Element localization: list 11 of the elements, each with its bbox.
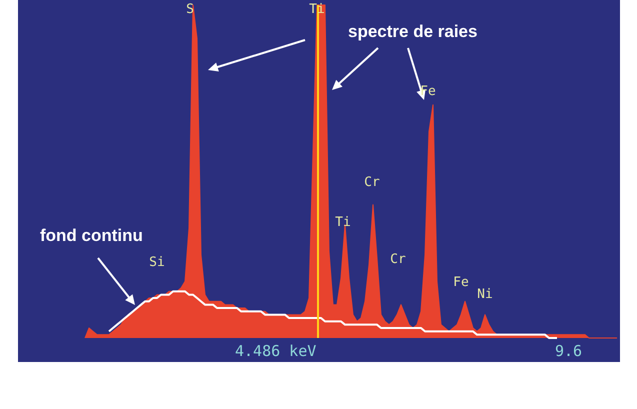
annotation: Cr <box>364 175 380 190</box>
annotation: Ni <box>477 287 493 302</box>
annotation: Fe <box>453 275 469 290</box>
annotation: Ti <box>335 215 351 230</box>
text: 4.486 keV <box>235 342 316 360</box>
annotation: Si <box>149 255 165 270</box>
annotation: fond continu <box>40 226 143 246</box>
annotation: Cr <box>390 252 406 267</box>
annotation: Ti <box>309 2 325 17</box>
annotation: spectre de raies <box>348 22 478 42</box>
text: 9.6 <box>555 342 582 360</box>
